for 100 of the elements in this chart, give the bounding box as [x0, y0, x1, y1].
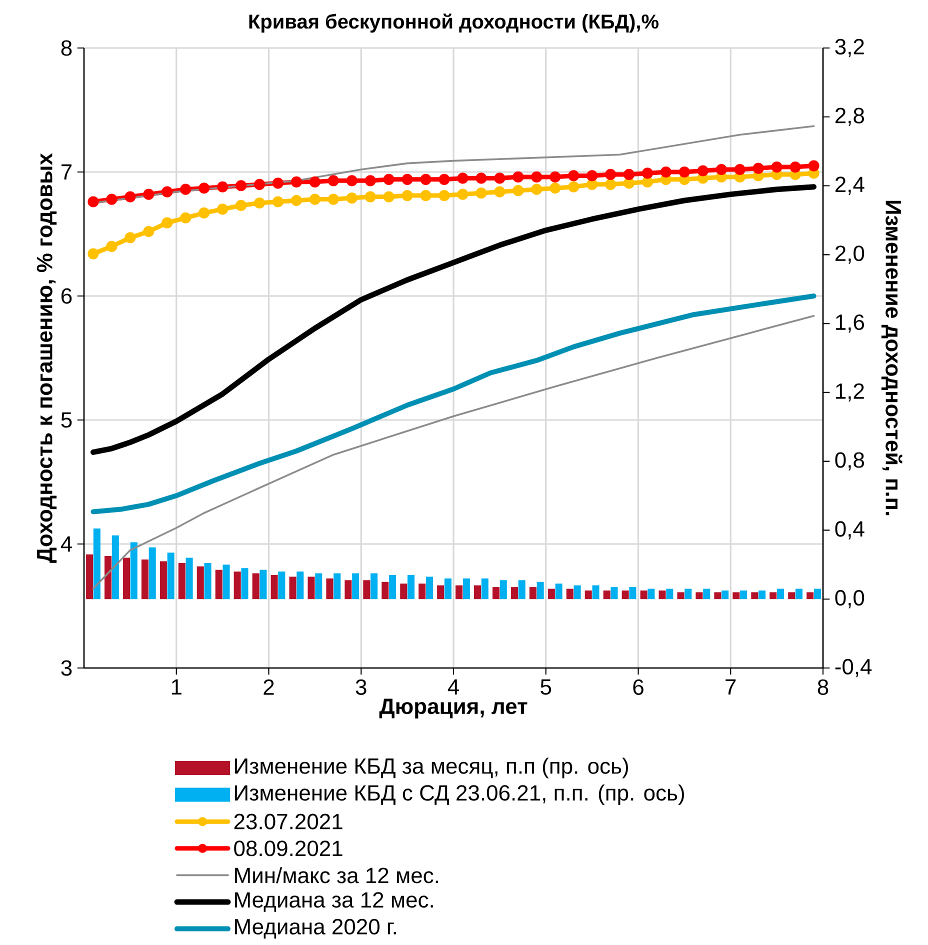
point — [550, 171, 561, 183]
bar — [492, 587, 500, 600]
bar — [677, 592, 684, 600]
y2-tick-label: 3,2 — [835, 38, 864, 58]
bar — [714, 592, 722, 600]
y2-tick-label: 1,6 — [836, 314, 864, 333]
y2-tick-label: 0,4 — [835, 521, 864, 540]
point — [660, 166, 672, 178]
bar — [370, 573, 378, 600]
legend-label: Изменение КБД с СД 23.06.21, п.п. (пр. ось) — [235, 784, 684, 806]
x-tick-label: 5 — [540, 679, 552, 695]
bar — [529, 587, 536, 600]
point — [346, 175, 358, 186]
point — [402, 190, 413, 202]
legend-label: Мин/макс за 12 мес. — [235, 867, 438, 884]
point — [550, 182, 561, 194]
point — [290, 176, 302, 188]
bar — [622, 590, 629, 600]
point — [383, 174, 394, 185]
point — [457, 188, 468, 200]
bar — [814, 588, 821, 600]
bar — [666, 588, 674, 600]
bar — [722, 590, 729, 600]
bar — [160, 561, 167, 600]
point — [235, 200, 247, 212]
point — [420, 190, 432, 202]
x-tick-label: 3 — [356, 679, 366, 695]
point — [309, 194, 320, 205]
bar — [400, 584, 408, 600]
x-axis-title: Дюрация, лет — [379, 698, 528, 718]
y-tick-label: 7 — [62, 164, 72, 180]
bar — [584, 590, 592, 600]
y2-tick-label: 2,0 — [835, 246, 864, 264]
bar — [234, 572, 241, 600]
point — [106, 240, 118, 252]
point — [198, 182, 210, 194]
bar — [308, 576, 315, 600]
x-tick-label: 6 — [633, 679, 644, 695]
point — [328, 175, 339, 186]
bar — [500, 580, 507, 600]
point — [162, 217, 173, 228]
bar — [252, 573, 260, 600]
point — [623, 168, 635, 180]
point — [383, 191, 394, 202]
point — [623, 178, 635, 189]
y2-axis-title: Изменение доходностей, п.п. — [881, 200, 902, 516]
bar — [215, 570, 222, 600]
bar — [566, 588, 574, 600]
bar — [788, 592, 796, 600]
bar — [555, 584, 562, 600]
point — [716, 164, 727, 176]
bar — [684, 588, 692, 600]
y2-tick-label: 0,8 — [835, 452, 864, 470]
point — [476, 188, 487, 199]
bar — [222, 564, 230, 600]
bar — [278, 572, 286, 600]
bar — [363, 580, 370, 600]
point — [531, 184, 542, 195]
bar — [592, 585, 600, 600]
line-series — [92, 314, 815, 590]
bar — [481, 578, 488, 600]
point — [642, 168, 654, 179]
bar — [510, 587, 518, 600]
bar — [751, 592, 758, 600]
bar — [141, 559, 148, 600]
point — [254, 197, 266, 209]
point — [586, 170, 598, 182]
point — [642, 176, 654, 188]
bar — [703, 588, 710, 600]
y-tick-label: 8 — [61, 40, 72, 56]
x-tick-label: 2 — [264, 679, 274, 695]
bar — [437, 585, 444, 600]
y2-tick-label: -0,4 — [835, 658, 872, 678]
bar — [603, 590, 610, 600]
bar — [536, 582, 544, 600]
bar — [352, 573, 360, 600]
bar — [344, 580, 352, 600]
point — [106, 194, 118, 205]
point — [235, 180, 247, 192]
point — [364, 175, 376, 186]
point — [180, 212, 192, 224]
bar — [326, 578, 334, 600]
bar — [610, 587, 618, 600]
point — [272, 196, 284, 208]
bar — [130, 542, 138, 600]
bar — [795, 588, 803, 600]
x-tick-label: 7 — [726, 679, 736, 695]
bar — [112, 535, 119, 600]
point — [605, 178, 616, 190]
legend-label: Изменение КБД за месяц, п.п (пр. ось) — [235, 758, 628, 778]
x-tick-label: 1 — [172, 679, 182, 695]
y2-tick-label: 0,0 — [835, 590, 864, 608]
bar — [122, 558, 130, 600]
point — [272, 178, 284, 189]
point — [309, 176, 320, 188]
point — [697, 172, 708, 184]
bar — [732, 592, 740, 600]
bar — [548, 588, 555, 600]
bar — [462, 578, 470, 600]
point — [808, 160, 820, 172]
